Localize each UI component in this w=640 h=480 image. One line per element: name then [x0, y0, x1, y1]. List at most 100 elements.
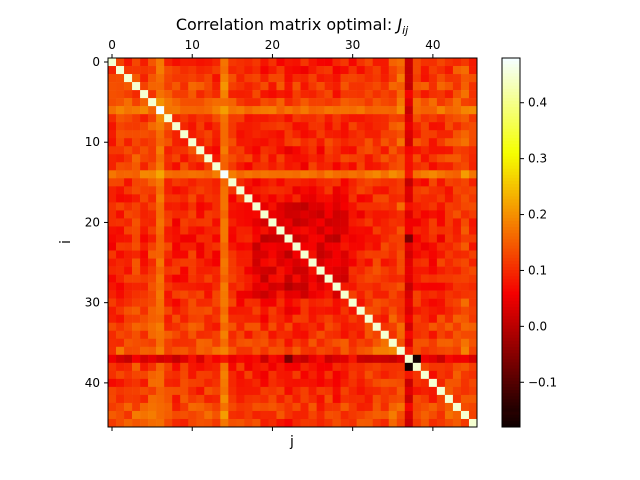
heatmap-cell [116, 178, 125, 187]
heatmap-cell [444, 274, 454, 283]
colorbar-segment [502, 310, 520, 314]
heatmap-cell [116, 130, 125, 139]
heatmap-cell [364, 402, 374, 412]
heatmap-cell [292, 386, 301, 396]
heatmap-cell [140, 122, 149, 131]
heatmap-cell [252, 146, 261, 155]
heatmap-cell [116, 98, 125, 107]
heatmap-cell [308, 402, 317, 412]
heatmap-cell [156, 402, 165, 412]
heatmap-cell [348, 290, 357, 299]
heatmap-cell [132, 178, 141, 187]
heatmap-cell [116, 58, 125, 67]
heatmap-cell [316, 394, 325, 404]
heatmap-cell [236, 282, 245, 291]
heatmap-cell [340, 394, 349, 404]
heatmap-cell [372, 402, 382, 412]
heatmap-cell [348, 194, 357, 203]
colorbar-segment [502, 420, 520, 425]
heatmap-cell [140, 290, 149, 299]
heatmap-cell [172, 74, 181, 83]
heatmap-cell [196, 114, 205, 123]
colorbar-segment [502, 187, 520, 191]
heatmap-cell [444, 90, 454, 99]
heatmap-cell [404, 130, 414, 139]
heatmap-cell [292, 282, 301, 291]
heatmap-cell [428, 226, 438, 235]
heatmap-cell [340, 122, 349, 131]
heatmap-cell [236, 250, 245, 259]
heatmap-cell [252, 242, 261, 251]
heatmap-cell [436, 378, 446, 388]
heatmap-cell [180, 394, 189, 404]
heatmap-cell [316, 234, 325, 243]
heatmap-cell [324, 314, 333, 324]
heatmap-cell [356, 378, 365, 388]
heatmap-cell [124, 410, 133, 420]
heatmap-cell [460, 186, 470, 195]
heatmap-cell [260, 210, 269, 219]
heatmap-cell [252, 130, 261, 139]
heatmap-cell [244, 306, 253, 315]
heatmap-cell [244, 138, 253, 147]
heatmap-cell [260, 226, 269, 235]
plot-frame [107, 57, 478, 428]
heatmap-cell [284, 362, 293, 372]
heatmap-cell [428, 402, 438, 412]
heatmap-cell [412, 234, 422, 243]
heatmap-cell [196, 274, 205, 283]
colorbar-segment [502, 414, 520, 419]
heatmap-cell [244, 298, 253, 307]
heatmap-cell [300, 122, 309, 131]
heatmap-cell [388, 378, 398, 388]
heatmap-cell [276, 178, 285, 187]
heatmap-cell [404, 290, 414, 299]
heatmap-cell [212, 146, 221, 155]
heatmap-cell [428, 82, 438, 91]
heatmap-cell [428, 114, 438, 123]
heatmap-cell [308, 378, 317, 388]
heatmap-cell [180, 202, 189, 211]
heatmap-cell [292, 346, 301, 356]
heatmap-cell [228, 178, 237, 187]
heatmap-cell [124, 146, 133, 155]
heatmap-cell [372, 330, 382, 340]
heatmap-cell [284, 218, 293, 227]
heatmap-cell [316, 154, 325, 163]
heatmap-cell [252, 218, 261, 227]
heatmap-cell [300, 234, 309, 243]
heatmap-cell [124, 154, 133, 163]
heatmap-cell [220, 154, 229, 163]
heatmap-cell [140, 386, 149, 396]
heatmap-cell [244, 354, 253, 364]
heatmap-cell [140, 282, 149, 291]
heatmap-cell [276, 306, 285, 315]
heatmap-cell [180, 362, 189, 372]
heatmap-cell [332, 330, 341, 340]
heatmap-cell [116, 386, 125, 396]
heatmap-cell [228, 194, 237, 203]
heatmap-cell [148, 354, 157, 364]
heatmap-cell [228, 338, 237, 348]
heatmap-cell [284, 226, 293, 235]
heatmap-cell [172, 146, 181, 155]
heatmap-cell [260, 130, 269, 139]
colorbar-segment [502, 245, 520, 250]
heatmap-cell [460, 330, 470, 340]
heatmap-cell [236, 218, 245, 227]
heatmap-cell [228, 322, 237, 332]
chart-title: Correlation matrix optimal: Jij [176, 15, 409, 37]
heatmap-cell [396, 186, 406, 195]
heatmap-cell [220, 282, 229, 291]
heatmap-cell [356, 234, 365, 243]
heatmap-cell [308, 266, 317, 275]
heatmap-cell [444, 98, 454, 107]
heatmap-cell [212, 410, 221, 420]
heatmap-cell [164, 386, 173, 396]
heatmap-cell [172, 410, 181, 420]
heatmap-cell [164, 322, 173, 332]
heatmap-cell [324, 418, 333, 428]
heatmap-cell [396, 170, 406, 179]
heatmap-cell [276, 378, 285, 388]
heatmap-cell [276, 370, 285, 380]
